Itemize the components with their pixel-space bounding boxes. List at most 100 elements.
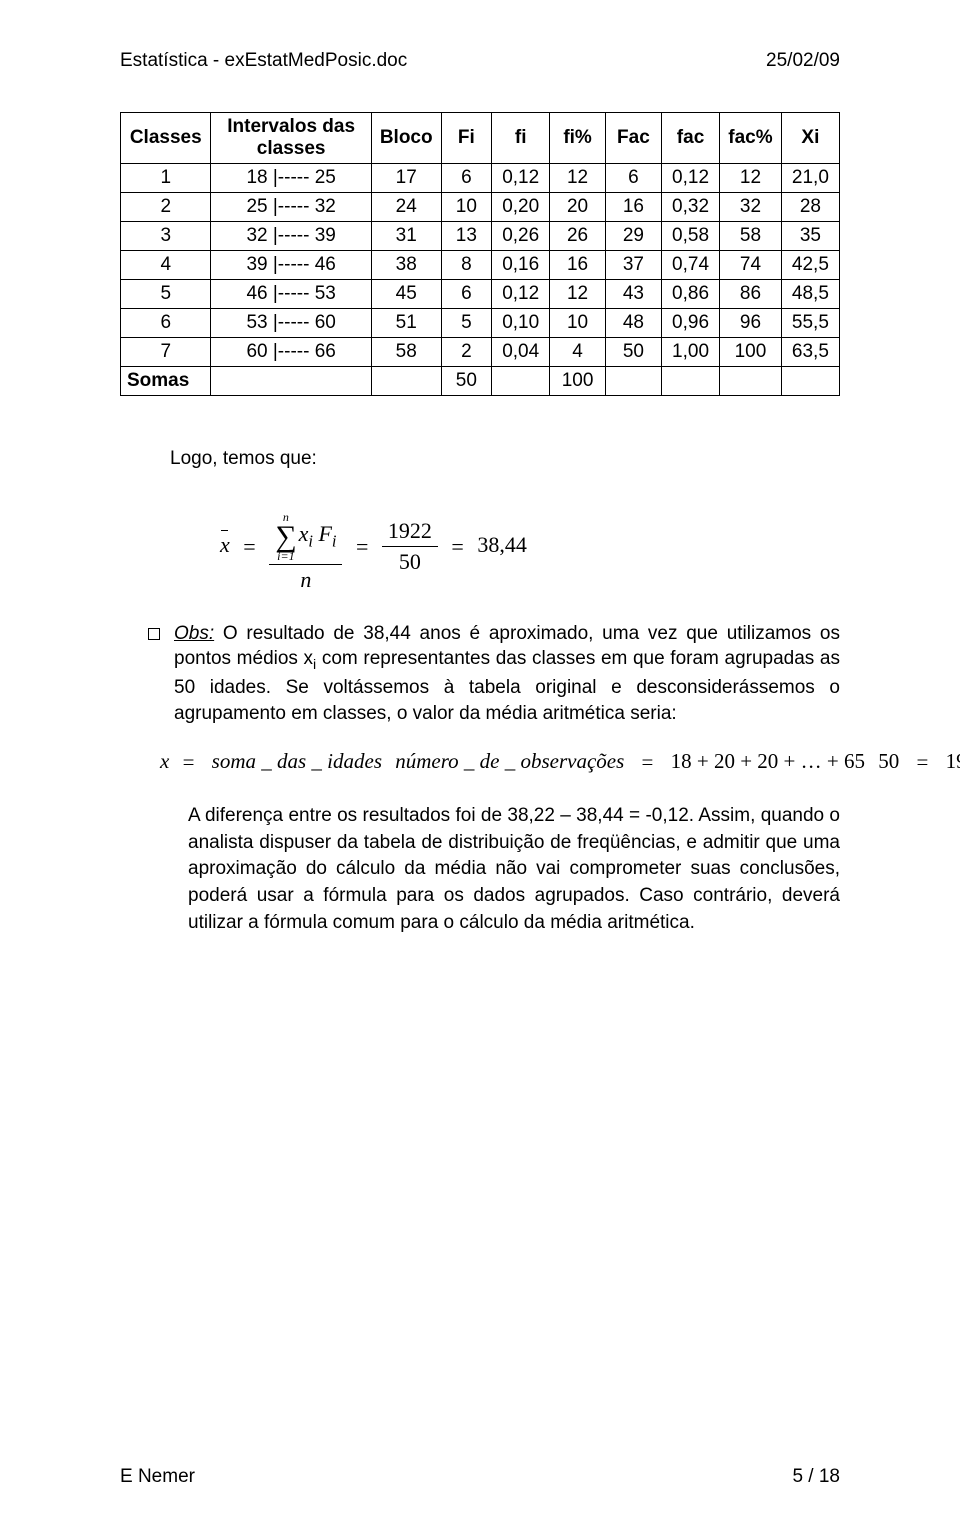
result-value: 38,44 xyxy=(477,532,527,557)
table-cell xyxy=(661,367,719,396)
table-cell: 12 xyxy=(550,280,606,309)
table-cell: 46 |----- 53 xyxy=(211,280,371,309)
table-cell: 74 xyxy=(720,251,782,280)
fraction-sum-ages: 18 + 20 + 20 + … + 65 50 xyxy=(667,749,909,773)
table-cell: 0,12 xyxy=(492,280,550,309)
table-cell: 37 xyxy=(605,251,661,280)
table-cell: 35 xyxy=(781,222,839,251)
equals: = xyxy=(443,534,471,560)
table-cell: 13 xyxy=(441,222,492,251)
table-cell: 60 |----- 66 xyxy=(211,338,371,367)
table-cell: 86 xyxy=(720,280,782,309)
table-cell: 100 xyxy=(720,338,782,367)
table-cell: 16 xyxy=(550,251,606,280)
table-cell: 6 xyxy=(441,164,492,193)
formula-mean-grouped: x = n ∑ i=1 xi Fi n = 1922 xyxy=(220,501,840,593)
table-row: 118 |----- 251760,121260,121221,0 xyxy=(121,164,840,193)
col-header: Classes xyxy=(121,113,211,164)
col-header: Fi xyxy=(441,113,492,164)
table-cell: 0,26 xyxy=(492,222,550,251)
fraction-words: soma _ das _ idades número _ de _ observ… xyxy=(208,749,634,773)
obs-paragraph: Obs: O resultado de 38,44 anos é aproxim… xyxy=(148,621,840,727)
table-cell: 12 xyxy=(550,164,606,193)
table-cell: 8 xyxy=(441,251,492,280)
obs-text: Obs: O resultado de 38,44 anos é aproxim… xyxy=(174,621,840,727)
equals: = xyxy=(235,534,263,560)
table-cell: 28 xyxy=(781,193,839,222)
equals: = xyxy=(348,534,376,560)
col-header: fi% xyxy=(550,113,606,164)
table-cell: 100 xyxy=(550,367,606,396)
table-cell: 53 |----- 60 xyxy=(211,309,371,338)
table-row: 653 |----- 605150,1010480,969655,5 xyxy=(121,309,840,338)
table-cell: 10 xyxy=(550,309,606,338)
xbar: x xyxy=(220,532,230,558)
table-cell: 0,04 xyxy=(492,338,550,367)
fraction-1916-50: 1916 50 xyxy=(942,749,960,773)
col-header: Xi xyxy=(781,113,839,164)
table-cell: 17 xyxy=(371,164,441,193)
table-cell: 5 xyxy=(121,280,211,309)
page-header: Estatística - exEstatMedPosic.doc 25/02/… xyxy=(120,50,840,72)
table-cell: 48,5 xyxy=(781,280,839,309)
table-cell: 63,5 xyxy=(781,338,839,367)
table-cell: 1 xyxy=(121,164,211,193)
final-paragraph: A diferença entre os resultados foi de 3… xyxy=(188,803,840,936)
table-cell: 55,5 xyxy=(781,309,839,338)
somas-label: Somas xyxy=(121,367,211,396)
table-cell: 43 xyxy=(605,280,661,309)
footer-page: 5 / 18 xyxy=(792,1466,840,1488)
table-cell: 18 |----- 25 xyxy=(211,164,371,193)
table-cell: 50 xyxy=(441,367,492,396)
table-cell: 25 |----- 32 xyxy=(211,193,371,222)
fraction-1922-50: 1922 50 xyxy=(382,518,438,575)
table-cell: 48 xyxy=(605,309,661,338)
table-somas-row: Somas 50 100 xyxy=(121,367,840,396)
table-cell: 2 xyxy=(121,193,211,222)
sum-term: xi Fi xyxy=(299,521,337,551)
table-cell: 39 |----- 46 xyxy=(211,251,371,280)
col-header: Intervalos das classes xyxy=(211,113,371,164)
table-cell: 4 xyxy=(121,251,211,280)
table-cell: 12 xyxy=(720,164,782,193)
table-cell: 0,74 xyxy=(661,251,719,280)
fraction-sum: n ∑ i=1 xi Fi n xyxy=(269,501,342,593)
col-header: Fac xyxy=(605,113,661,164)
table-cell: 45 xyxy=(371,280,441,309)
table-cell xyxy=(781,367,839,396)
table-cell xyxy=(605,367,661,396)
footer-author: E Nemer xyxy=(120,1466,195,1488)
table-row: 760 |----- 665820,044501,0010063,5 xyxy=(121,338,840,367)
table-cell: 50 xyxy=(605,338,661,367)
document-page: Estatística - exEstatMedPosic.doc 25/02/… xyxy=(0,0,960,1538)
table-cell: 58 xyxy=(720,222,782,251)
xbar: x xyxy=(160,749,169,773)
table-row: 439 |----- 463880,1616370,747442,5 xyxy=(121,251,840,280)
table-cell: 51 xyxy=(371,309,441,338)
table-cell xyxy=(492,367,550,396)
table-cell: 0,16 xyxy=(492,251,550,280)
table-cell: 7 xyxy=(121,338,211,367)
table-cell: 38 xyxy=(371,251,441,280)
table-cell xyxy=(720,367,782,396)
page-footer: E Nemer 5 / 18 xyxy=(120,1466,840,1488)
table-cell: 3 xyxy=(121,222,211,251)
table-cell: 0,12 xyxy=(492,164,550,193)
table-cell: 24 xyxy=(371,193,441,222)
col-header: fac xyxy=(661,113,719,164)
table-cell: 1,00 xyxy=(661,338,719,367)
table-cell: 4 xyxy=(550,338,606,367)
table-cell: 0,32 xyxy=(661,193,719,222)
table-cell xyxy=(211,367,371,396)
table-cell: 0,58 xyxy=(661,222,719,251)
frequency-table: Classes Intervalos das classes Bloco Fi … xyxy=(120,112,840,396)
table-row: 332 |----- 3931130,2626290,585835 xyxy=(121,222,840,251)
table-row: 225 |----- 3224100,2020160,323228 xyxy=(121,193,840,222)
obs-label: Obs: xyxy=(174,623,214,644)
table-cell: 26 xyxy=(550,222,606,251)
table-cell: 42,5 xyxy=(781,251,839,280)
table-cell: 10 xyxy=(441,193,492,222)
table-cell xyxy=(371,367,441,396)
doc-title: Estatística - exEstatMedPosic.doc xyxy=(120,50,407,72)
table-cell: 32 |----- 39 xyxy=(211,222,371,251)
